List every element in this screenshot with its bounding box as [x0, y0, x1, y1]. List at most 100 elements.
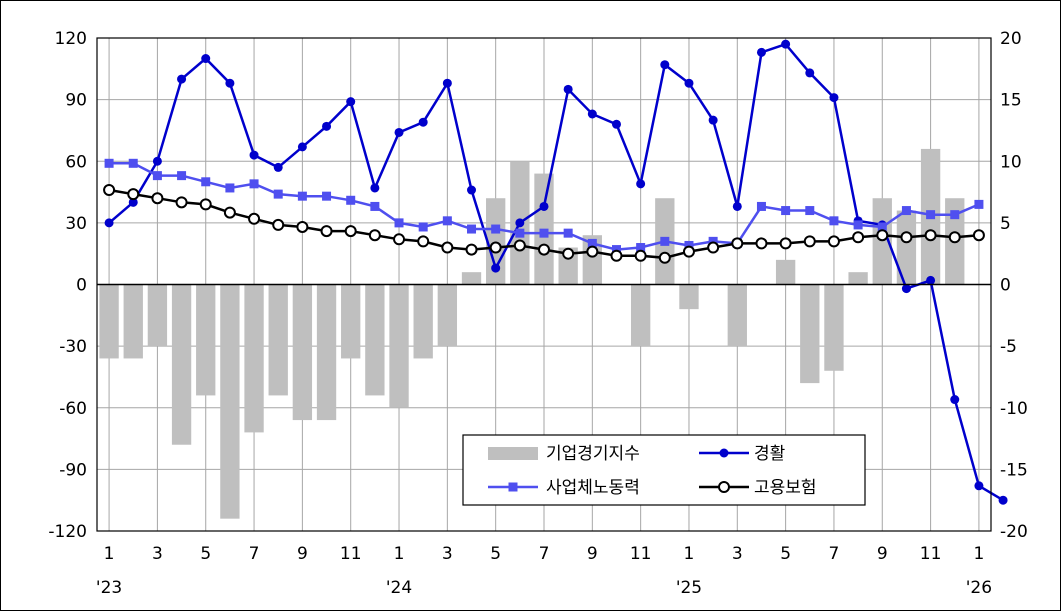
point-gyeonghwal	[998, 495, 1008, 505]
bar-bsi	[268, 284, 288, 396]
x-tick-label: 3	[152, 544, 163, 564]
point-gyeonghwal	[708, 115, 718, 125]
point-insurance	[368, 229, 381, 242]
x-tick-label: 7	[829, 544, 840, 564]
point-gyeonghwal	[660, 60, 670, 70]
x-tick-label: 11	[340, 544, 362, 564]
point-labor	[394, 218, 404, 228]
point-gyeonghwal	[901, 284, 911, 294]
line-series-labor	[104, 158, 984, 255]
point-insurance	[972, 229, 985, 242]
bar-bsi	[824, 284, 844, 371]
point-gyeonghwal	[467, 185, 477, 195]
point-gyeonghwal	[950, 395, 960, 405]
point-labor	[660, 236, 670, 246]
point-insurance	[755, 237, 768, 250]
point-labor	[201, 177, 211, 187]
bar-bsi	[486, 198, 506, 285]
point-gyeonghwal	[805, 68, 815, 78]
point-labor	[974, 199, 984, 209]
point-labor	[950, 210, 960, 220]
y-left-tick-label: -60	[59, 399, 87, 419]
point-labor	[829, 216, 839, 226]
x-tick-label: 5	[200, 544, 211, 564]
point-insurance	[707, 241, 720, 254]
bar-bsi	[848, 272, 868, 285]
point-gyeonghwal	[781, 39, 791, 49]
legend: 기업경기지수 경활 사업체노동력 고용보험	[462, 434, 866, 506]
x-tick-label: 11	[920, 544, 942, 564]
bar-bsi	[461, 272, 482, 285]
bar-bsi	[582, 235, 602, 285]
y-left-tick-label: -30	[59, 337, 87, 357]
legend-label-bar: 기업경기지수	[546, 444, 640, 464]
point-gyeonghwal	[322, 121, 332, 131]
point-insurance	[513, 239, 526, 252]
point-insurance	[248, 212, 261, 225]
y-left-tick-label: -120	[48, 522, 87, 542]
point-insurance	[223, 206, 236, 219]
legend-swatch-bar	[488, 447, 538, 460]
point-gyeonghwal	[587, 109, 597, 119]
point-insurance	[924, 229, 937, 242]
bar-bsi	[316, 284, 337, 421]
y-left-tick-label: 60	[65, 152, 87, 172]
point-insurance	[199, 198, 212, 211]
point-insurance	[320, 225, 333, 238]
point-labor	[297, 191, 307, 201]
point-insurance	[586, 245, 599, 258]
bar-bsi	[630, 284, 651, 347]
point-gyeonghwal	[273, 162, 283, 172]
bar-bsi	[365, 284, 385, 396]
legend-label-labor: 사업체노동력	[546, 478, 640, 498]
y-left-tick-label: 30	[65, 214, 87, 234]
bar-bsi	[413, 284, 433, 359]
x-tick-label: 5	[490, 544, 501, 564]
point-labor	[684, 240, 694, 250]
point-labor	[636, 243, 646, 253]
y-right-tick-label: -10	[1000, 399, 1028, 419]
line-series-insurance	[103, 184, 985, 264]
point-gyeonghwal	[611, 119, 621, 129]
line-series	[103, 39, 1008, 505]
y-right-tick-label: -15	[1000, 460, 1028, 480]
point-insurance	[296, 220, 309, 233]
point-labor	[926, 210, 936, 220]
point-gyeonghwal	[442, 78, 452, 88]
point-labor	[901, 206, 911, 216]
point-insurance	[610, 249, 623, 262]
point-gyeonghwal	[636, 179, 646, 189]
x-year-label: '25	[676, 578, 702, 598]
point-insurance	[562, 247, 575, 260]
point-insurance	[948, 231, 961, 244]
point-labor	[491, 224, 501, 234]
point-gyeonghwal	[225, 78, 235, 88]
point-gyeonghwal	[926, 275, 936, 285]
point-insurance	[465, 243, 478, 256]
point-gyeonghwal	[684, 78, 694, 88]
point-insurance	[417, 235, 430, 248]
line-gyeonghwal	[108, 42, 1004, 502]
bar-bsi	[244, 284, 264, 433]
point-gyeonghwal	[394, 127, 404, 137]
x-year-label: '24	[386, 578, 412, 598]
point-labor	[346, 195, 356, 205]
y-left-tick-label: -90	[59, 460, 87, 480]
y-left-tick-label: 120	[55, 29, 87, 49]
point-labor	[418, 222, 428, 232]
bar-bsi	[196, 284, 216, 396]
point-gyeonghwal	[249, 150, 259, 160]
x-tick-label: 1	[974, 544, 985, 564]
x-tick-label: 9	[587, 544, 598, 564]
point-labor	[805, 206, 815, 216]
point-insurance	[441, 241, 454, 254]
point-insurance	[682, 245, 695, 258]
y-right-tick-label: 15	[1000, 91, 1022, 111]
point-gyeonghwal	[732, 201, 742, 211]
point-labor	[539, 228, 549, 238]
bar-bsi	[727, 284, 747, 347]
y-left-tick-label: 0	[76, 276, 87, 296]
x-year-label: '26	[966, 578, 992, 598]
